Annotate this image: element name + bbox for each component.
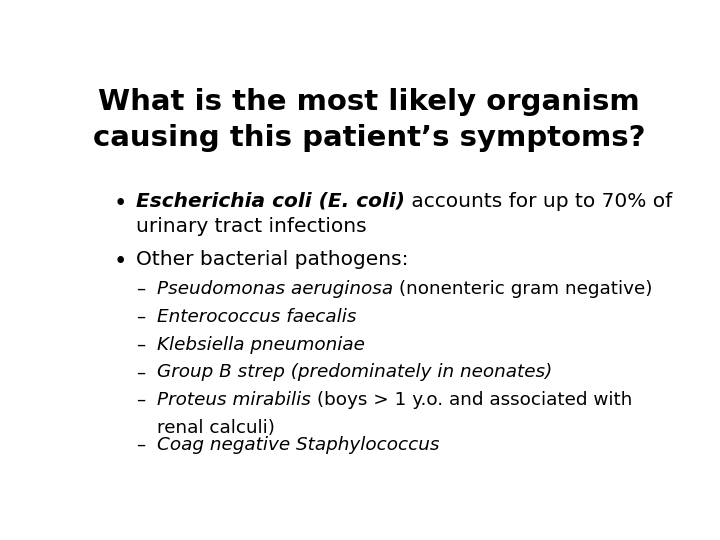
Text: Other bacterial pathogens:: Other bacterial pathogens:: [136, 250, 408, 269]
Text: Klebsiella pneumoniae: Klebsiella pneumoniae: [157, 336, 365, 354]
Text: What is the most likely organism
causing this patient’s symptoms?: What is the most likely organism causing…: [93, 87, 645, 152]
Text: •: •: [114, 192, 127, 214]
Text: –: –: [136, 391, 145, 409]
Text: accounts for up to 70% of: accounts for up to 70% of: [405, 192, 672, 211]
Text: Pseudomonas aeruginosa: Pseudomonas aeruginosa: [157, 280, 393, 298]
Text: (nonenteric gram negative): (nonenteric gram negative): [393, 280, 652, 298]
Text: urinary tract infections: urinary tract infections: [136, 217, 366, 235]
Text: –: –: [136, 336, 145, 354]
Text: –: –: [136, 363, 145, 381]
Text: –: –: [136, 280, 145, 298]
Text: Escherichia coli (E. coli): Escherichia coli (E. coli): [136, 192, 405, 211]
Text: renal calculi): renal calculi): [157, 419, 275, 437]
Text: Enterococcus faecalis: Enterococcus faecalis: [157, 308, 356, 326]
Text: (boys > 1 y.o. and associated with: (boys > 1 y.o. and associated with: [311, 391, 632, 409]
Text: Coag negative Staphylococcus: Coag negative Staphylococcus: [157, 436, 439, 454]
Text: •: •: [114, 250, 127, 273]
Text: –: –: [136, 308, 145, 326]
Text: –: –: [136, 436, 145, 454]
Text: Proteus mirabilis: Proteus mirabilis: [157, 391, 311, 409]
Text: Group B strep (predominately in neonates): Group B strep (predominately in neonates…: [157, 363, 552, 381]
